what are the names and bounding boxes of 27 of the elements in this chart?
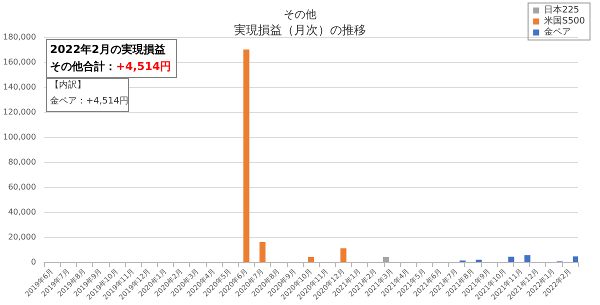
y-tick-label: 0 xyxy=(30,258,36,266)
y-tick-label: 80,000 xyxy=(8,158,36,166)
y-tick-label: 20,000 xyxy=(8,232,36,242)
chart-subtitle: 実現損益（月次）の推移 xyxy=(234,23,366,37)
annotation: 金ペア：+4,514円 xyxy=(50,96,128,106)
bar xyxy=(508,256,514,262)
annotation: 2022年2月の実現損益 xyxy=(50,43,166,56)
bar xyxy=(243,50,250,262)
bar xyxy=(340,248,346,262)
bar xyxy=(524,255,530,262)
y-tick-label: 140,000 xyxy=(2,82,36,92)
y-tick-label: 100,000 xyxy=(2,132,36,142)
y-tick-label: 40,000 xyxy=(8,208,36,216)
bar xyxy=(382,257,389,262)
y-tick-label: 180,000 xyxy=(2,32,36,42)
y-tick-label: 60,000 xyxy=(8,182,36,192)
y-tick-label: 160,000 xyxy=(2,58,36,66)
bar xyxy=(260,242,266,262)
y-tick-label: 120,000 xyxy=(2,108,36,116)
bar xyxy=(572,256,578,262)
annotation: 【内訳】 xyxy=(50,80,86,90)
legend-label: 日本225 xyxy=(544,4,580,16)
legend-label: 金ペア xyxy=(544,26,572,38)
annotation: その他合計：+4,514円 xyxy=(50,60,172,73)
legend-label: 米国S500 xyxy=(544,16,586,26)
chart-title: その他 xyxy=(284,8,316,21)
bar xyxy=(308,257,314,262)
